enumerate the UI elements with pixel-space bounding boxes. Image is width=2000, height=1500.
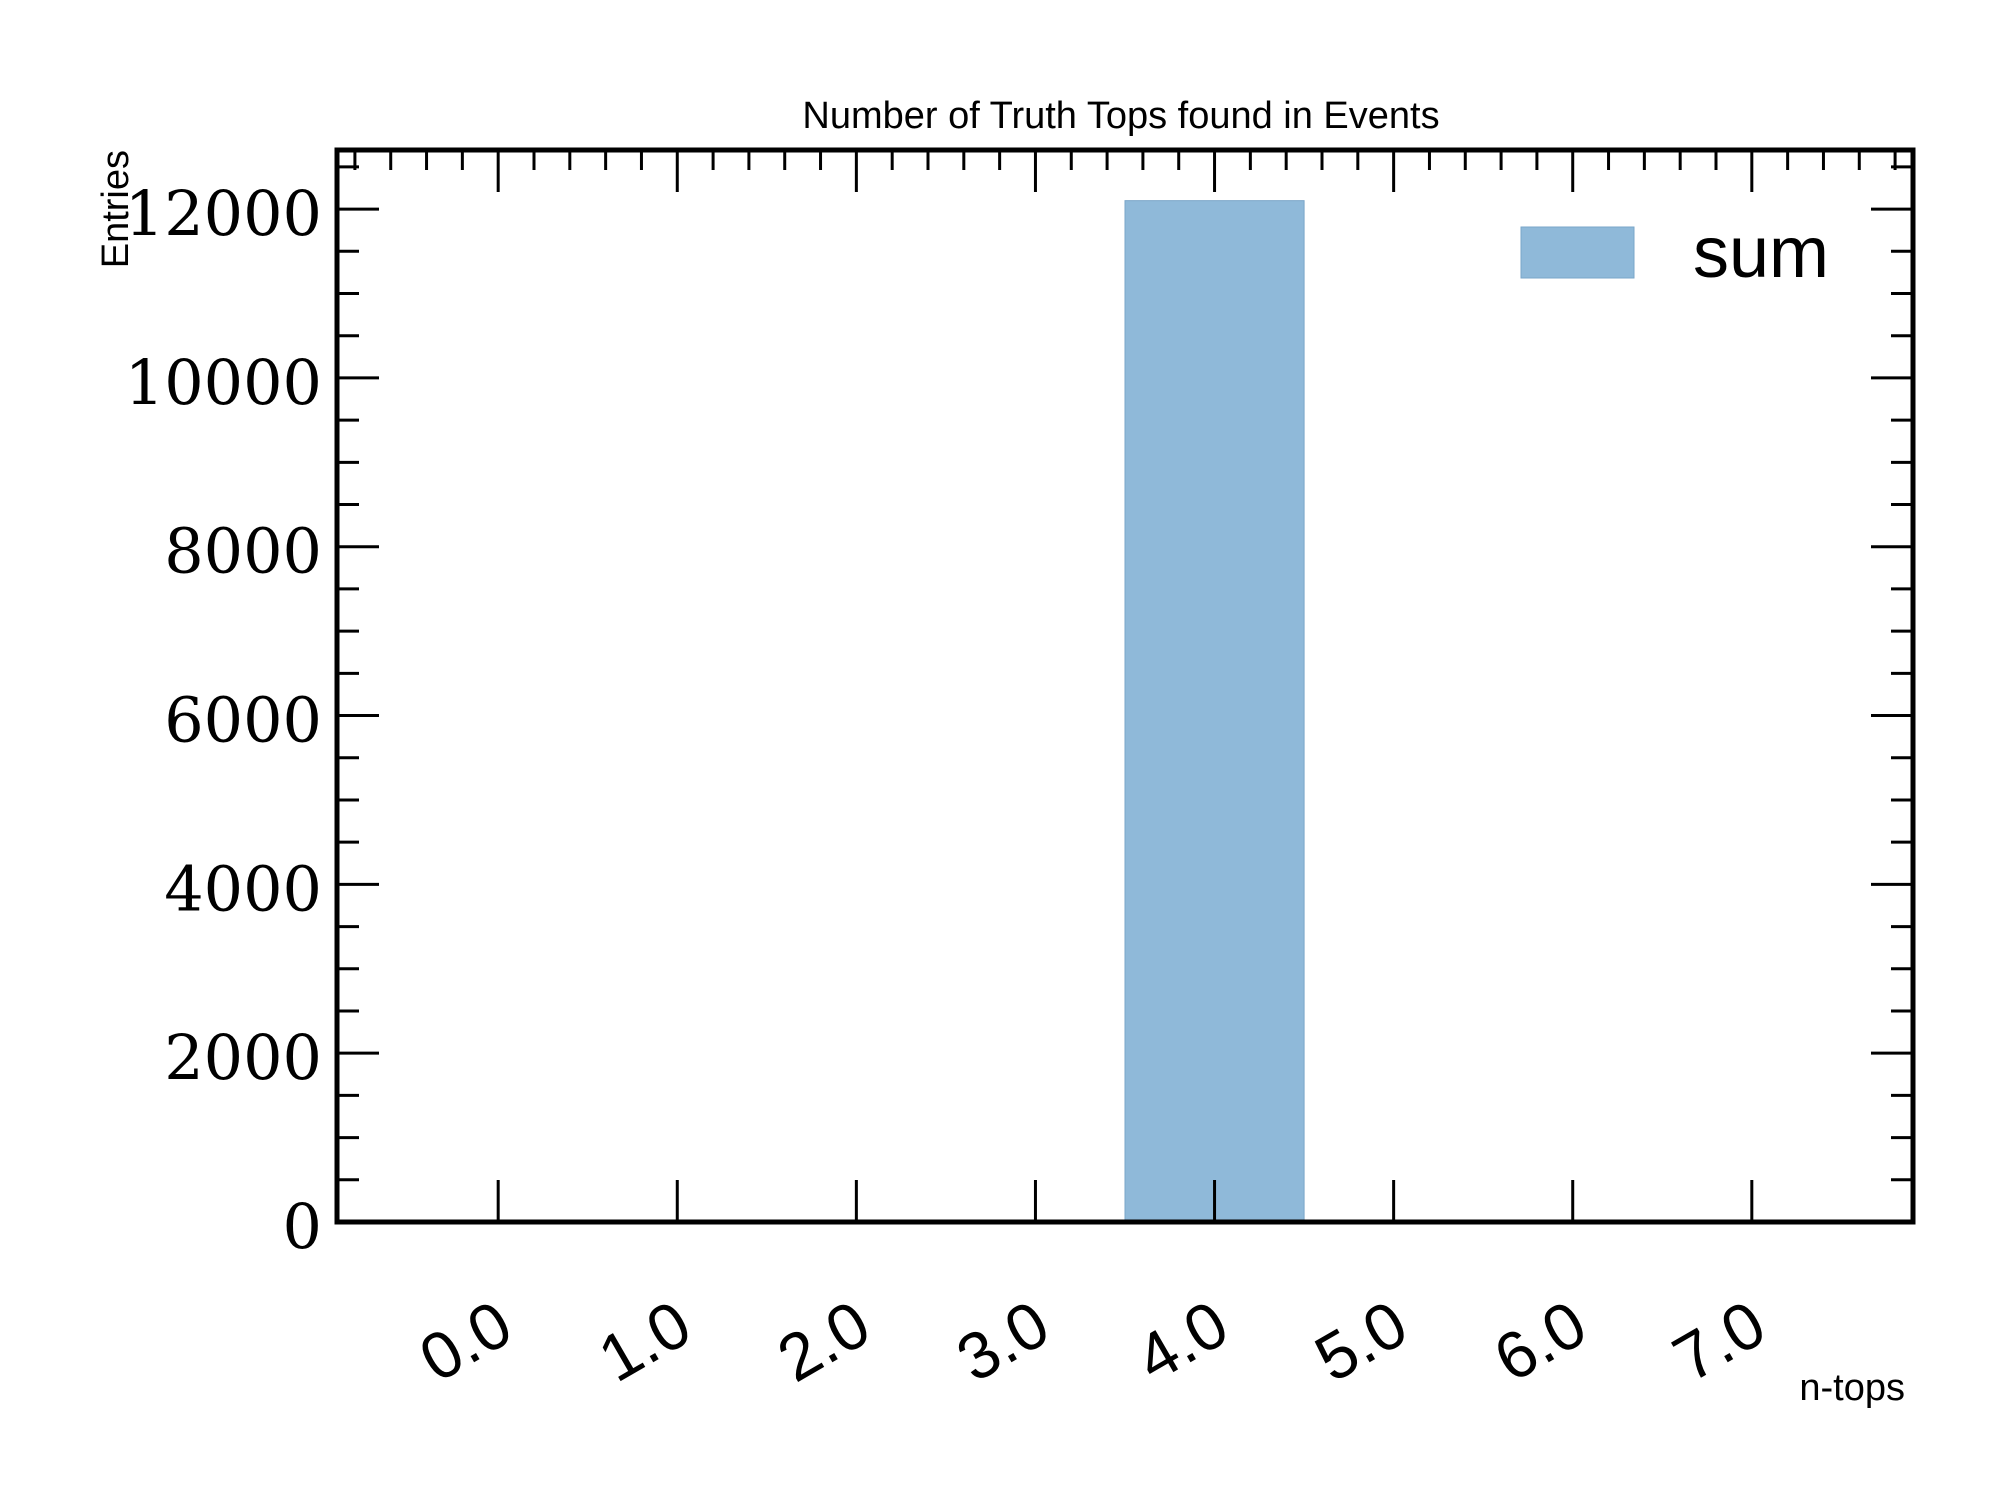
axis-ticks [337,150,1913,1224]
y-tick-label: 6000 [164,684,322,757]
legend: sum [1520,213,1829,293]
legend-label-sum: sum [1693,213,1829,293]
x-tick-label: 4.0 [1123,1286,1239,1396]
legend-swatch-sum [1520,226,1635,279]
y-tick-label: 0 [283,1190,322,1263]
bars-layer [1124,200,1305,1223]
y-tick-label: 8000 [164,515,322,588]
plot-frame [334,147,1916,1225]
y-tick-label: 2000 [164,1021,322,1094]
x-tick-label: 2.0 [765,1286,881,1396]
x-tick-label: 3.0 [944,1286,1060,1396]
x-axis-label: n-tops [1799,1367,1905,1409]
x-tick-label: 5.0 [1303,1286,1419,1396]
x-tick-label: 7.0 [1661,1286,1777,1396]
y-tick-label: 4000 [164,852,322,925]
y-axis-label: Entries [95,150,137,268]
y-tick-label: 12000 [125,177,322,250]
x-tick-label: 1.0 [586,1286,702,1396]
bar-bin-0 [1124,200,1305,1223]
x-tick-labels: 0.0 1.0 2.0 3.0 4.0 5.0 6.0 7.0 [407,1286,1777,1396]
y-tick-labels: 0 2000 4000 6000 8000 10000 12000 [125,177,322,1263]
x-tick-label: 0.0 [407,1286,523,1396]
x-tick-label: 6.0 [1482,1286,1598,1396]
y-tick-label: 10000 [125,346,322,419]
chart-title: Number of Truth Tops found in Events [802,95,1439,137]
